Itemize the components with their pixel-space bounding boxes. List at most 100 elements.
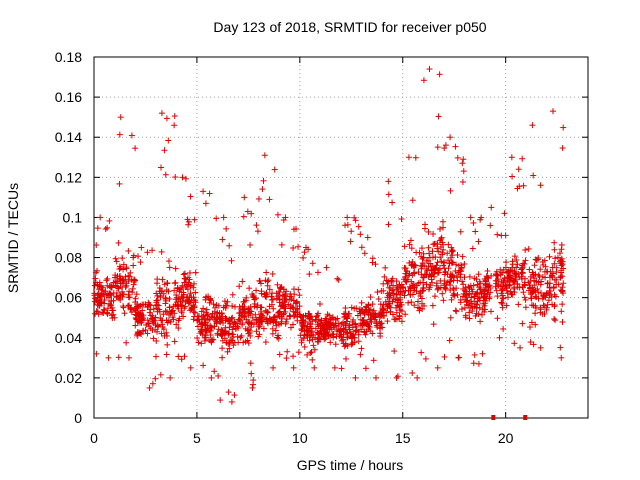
data-point xyxy=(437,225,444,232)
data-point xyxy=(155,302,162,309)
data-point xyxy=(228,257,235,264)
data-point xyxy=(522,275,529,282)
x-ticks: 0 5 10 15 20 xyxy=(90,57,514,446)
data-point xyxy=(195,339,202,346)
data-point xyxy=(430,321,437,328)
data-point xyxy=(228,398,235,405)
data-point xyxy=(558,246,565,253)
data-point xyxy=(517,344,524,351)
data-point xyxy=(245,306,252,313)
data-point xyxy=(434,286,441,293)
data-point xyxy=(370,357,377,364)
data-point xyxy=(198,340,205,347)
data-point xyxy=(459,160,466,167)
data-point xyxy=(530,271,537,278)
data-point xyxy=(198,328,205,335)
data-point xyxy=(182,175,189,182)
data-point xyxy=(292,309,299,316)
data-point xyxy=(300,254,307,261)
data-point xyxy=(393,278,400,285)
data-point xyxy=(166,258,173,265)
data-point xyxy=(460,168,467,175)
data-point xyxy=(559,284,566,291)
data-point xyxy=(171,113,178,120)
data-point xyxy=(309,318,316,325)
data-point xyxy=(551,315,558,322)
data-point xyxy=(295,286,302,293)
data-point xyxy=(173,321,180,328)
data-point xyxy=(347,238,354,245)
data-point xyxy=(186,269,193,276)
data-point xyxy=(135,253,142,260)
data-point xyxy=(111,314,118,321)
data-point xyxy=(155,323,162,330)
data-point xyxy=(287,324,294,331)
data-point xyxy=(215,326,222,333)
data-point xyxy=(527,285,534,292)
data-point xyxy=(485,286,492,293)
data-point xyxy=(342,340,349,347)
data-point xyxy=(349,339,356,346)
data-point xyxy=(334,328,341,335)
data-point xyxy=(428,267,435,274)
data-point xyxy=(547,288,554,295)
data-point xyxy=(477,318,484,325)
data-point xyxy=(298,314,305,321)
data-point xyxy=(422,355,429,362)
data-point xyxy=(516,274,523,281)
data-point xyxy=(298,339,305,346)
data-point xyxy=(554,254,561,261)
data-point xyxy=(446,337,453,344)
data-point xyxy=(202,200,209,207)
data-point xyxy=(159,321,166,328)
data-point xyxy=(494,293,501,300)
data-point xyxy=(535,272,542,279)
data-point xyxy=(355,338,362,345)
data-point xyxy=(306,337,313,344)
data-point xyxy=(130,252,137,259)
data-point xyxy=(291,313,298,320)
data-point xyxy=(459,253,466,260)
data-point xyxy=(245,319,252,326)
data-point xyxy=(471,293,478,300)
data-point xyxy=(551,260,558,267)
data-point xyxy=(532,287,539,294)
data-point xyxy=(262,339,269,346)
data-point xyxy=(247,241,254,248)
data-point xyxy=(311,364,318,371)
data-point xyxy=(271,166,278,173)
data-point xyxy=(290,364,297,371)
data-point xyxy=(301,343,308,350)
data-point xyxy=(114,278,121,285)
data-point xyxy=(499,300,506,307)
data-point xyxy=(182,299,189,306)
data-point xyxy=(481,308,488,315)
x-axis-label: GPS time / hours xyxy=(297,457,404,473)
data-point xyxy=(434,364,441,371)
zero-markers xyxy=(491,415,528,420)
data-point xyxy=(260,325,267,332)
data-point xyxy=(145,320,152,327)
data-point xyxy=(530,172,537,179)
data-point xyxy=(503,269,510,276)
data-point xyxy=(470,360,477,367)
data-point xyxy=(140,327,147,334)
data-point xyxy=(334,275,341,282)
data-point xyxy=(374,289,381,296)
data-point xyxy=(192,289,199,296)
data-point xyxy=(284,348,291,355)
data-point xyxy=(138,244,145,251)
data-point xyxy=(398,216,405,223)
data-point xyxy=(455,354,462,361)
data-point xyxy=(138,331,145,338)
data-point xyxy=(324,333,331,340)
data-point xyxy=(364,234,371,241)
data-point xyxy=(253,328,260,335)
data-point xyxy=(220,320,227,327)
data-point xyxy=(130,262,137,269)
data-point xyxy=(229,331,236,338)
data-point xyxy=(202,293,209,300)
data-point xyxy=(229,291,236,298)
data-point xyxy=(552,255,559,262)
data-point xyxy=(511,277,518,284)
